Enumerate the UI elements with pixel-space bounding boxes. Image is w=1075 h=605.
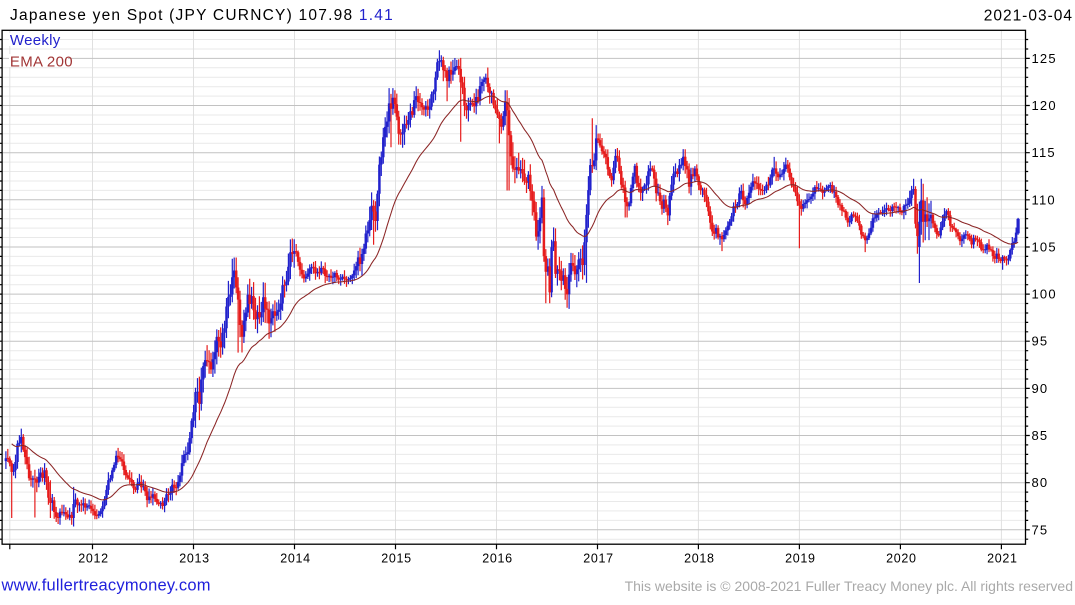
svg-text:2021: 2021 (987, 552, 1018, 566)
svg-text:100: 100 (1032, 287, 1057, 302)
svg-text:120: 120 (1032, 98, 1057, 113)
svg-text:105: 105 (1032, 240, 1057, 255)
svg-text:95: 95 (1032, 334, 1049, 349)
svg-text:75: 75 (1032, 522, 1049, 537)
svg-text:Japanese yen Spot (JPY CURNCY): Japanese yen Spot (JPY CURNCY) 107.98 1.… (10, 7, 394, 24)
svg-text:2013: 2013 (179, 552, 210, 566)
svg-text:2014: 2014 (280, 552, 311, 566)
svg-text:115: 115 (1032, 145, 1056, 160)
svg-text:Weekly: Weekly (10, 32, 61, 49)
svg-text:2016: 2016 (482, 552, 513, 566)
svg-text:www.fullertreacymoney.com: www.fullertreacymoney.com (1, 576, 211, 594)
svg-text:2017: 2017 (583, 552, 614, 566)
svg-text:This website is © 2008-2021 Fu: This website is © 2008-2021 Fuller Treac… (625, 578, 1073, 594)
svg-text:2018: 2018 (684, 552, 715, 566)
svg-text:EMA 200: EMA 200 (10, 53, 73, 70)
svg-text:80: 80 (1032, 475, 1049, 490)
svg-text:90: 90 (1032, 381, 1049, 396)
svg-text:2012: 2012 (78, 552, 109, 566)
svg-text:2019: 2019 (785, 552, 816, 566)
svg-text:110: 110 (1032, 192, 1056, 207)
svg-text:2021-03-04: 2021-03-04 (984, 7, 1073, 24)
svg-text:85: 85 (1032, 428, 1049, 443)
svg-text:2015: 2015 (381, 552, 412, 566)
svg-text:125: 125 (1032, 51, 1057, 66)
svg-text:2020: 2020 (886, 552, 917, 566)
